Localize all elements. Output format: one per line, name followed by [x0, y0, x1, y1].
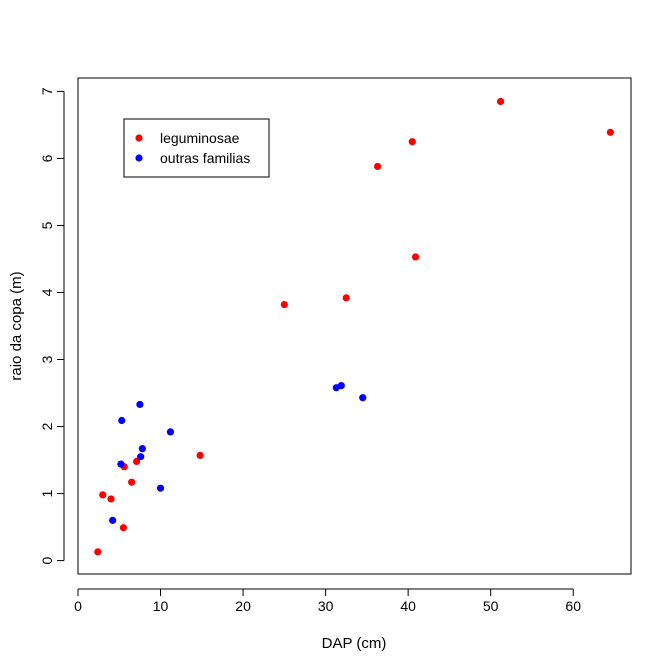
- data-point: [280, 300, 288, 309]
- x-tick-label: 20: [235, 598, 251, 614]
- legend-label: outras familias: [160, 150, 250, 166]
- data-point: [337, 382, 345, 390]
- data-point: [156, 484, 165, 492]
- data-point: [119, 524, 127, 532]
- y-tick-label: 1: [39, 489, 55, 497]
- data-point: [411, 253, 420, 261]
- legend-marker: [135, 134, 143, 142]
- data-point: [109, 516, 117, 524]
- data-point: [118, 416, 126, 425]
- plot-frame: [77, 77, 632, 575]
- legend-label: leguminosae: [160, 130, 240, 146]
- data-point: [133, 457, 141, 465]
- axes: 0 10 20 30 40 50 60 0 1 2 3 4 5 6 7: [39, 77, 632, 614]
- y-tick-label: 6: [39, 154, 55, 162]
- data-point: [374, 162, 382, 171]
- data-point: [166, 428, 175, 436]
- x-tick-label: 60: [565, 598, 581, 614]
- y-axis-label: raio da copa (m): [8, 271, 25, 380]
- x-tick-label: 40: [400, 598, 416, 614]
- legend-box: [123, 118, 270, 178]
- y-tick-label: 2: [39, 422, 55, 430]
- data-point: [136, 400, 144, 409]
- data-point: [496, 97, 505, 106]
- x-tick-label: 50: [483, 598, 499, 614]
- legend-marker: [135, 154, 143, 162]
- data-point: [128, 478, 136, 486]
- x-tick-label: 0: [74, 598, 82, 614]
- y-tick-label: 0: [39, 556, 55, 564]
- data-point: [408, 138, 416, 146]
- data-point: [342, 294, 350, 302]
- data-point: [606, 128, 614, 136]
- x-tick-label: 30: [318, 598, 334, 614]
- y-tick-label: 3: [39, 355, 55, 363]
- data-point: [107, 495, 115, 503]
- data-point: [359, 394, 367, 402]
- legend: leguminosae outras familias: [123, 118, 270, 178]
- data-point: [196, 451, 204, 459]
- x-axis-label: DAP (cm): [322, 635, 387, 652]
- y-tick-label: 5: [39, 221, 55, 229]
- data-point: [99, 491, 107, 499]
- data-point: [138, 445, 146, 453]
- y-tick-label: 7: [39, 87, 55, 95]
- data-point: [117, 460, 125, 468]
- x-tick-label: 10: [153, 598, 169, 614]
- y-tick-label: 4: [39, 288, 55, 296]
- data-points: [94, 97, 614, 556]
- data-point: [137, 453, 145, 461]
- data-point: [94, 548, 102, 556]
